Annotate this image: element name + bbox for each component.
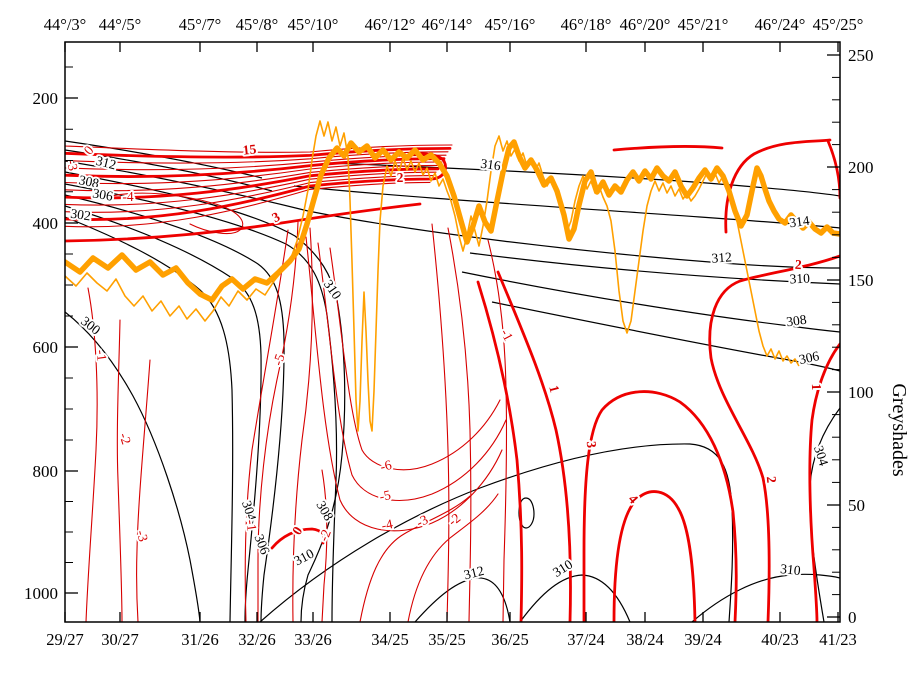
right-axis-label: 100 [848, 383, 874, 402]
right-axis-label: 250 [848, 46, 874, 65]
top-axis-label: 46°/18° [561, 15, 612, 34]
bottom-axis-label: 39/24 [684, 630, 722, 649]
top-axis-label: 45°/10° [288, 15, 339, 34]
black-contour-label: 306 [798, 348, 821, 367]
bottom-axis-label: 30/27 [101, 630, 139, 649]
left-axis-label: 1000 [24, 584, 58, 603]
red-contour-label: -2 [445, 510, 463, 529]
red-contour-label: -5 [378, 487, 392, 504]
black-contour-label: 316 [480, 156, 502, 174]
contour-field: 3123083063023003103163143123103083063043… [65, 120, 840, 622]
red-contour-label: -6 [379, 457, 394, 474]
red-contour-label: 2 [794, 257, 802, 272]
right-axis-label: 150 [848, 271, 874, 290]
red-contour-label: 1 [546, 384, 562, 395]
black-contour-label: 306 [92, 185, 115, 203]
orange-thin-line [65, 120, 800, 432]
black-contour-label: 312 [94, 153, 117, 172]
red-contour-label: 3 [269, 209, 282, 226]
red-contour-label: 0 [289, 524, 305, 538]
red-contour-label: -4 [122, 189, 133, 204]
top-axis-label: 45°/7° [179, 15, 222, 34]
red-contours [65, 138, 840, 622]
contour-labels: 3123083063023003103163143123103083063043… [65, 139, 834, 584]
bottom-axis-label: 33/26 [294, 630, 332, 649]
red-contour-label: 1 [809, 383, 824, 391]
red-contour-label: -2 [316, 527, 334, 543]
black-contour-label: 308 [785, 312, 807, 330]
black-contour-label: 308 [77, 172, 100, 191]
top-axis-label: 45°/21° [678, 15, 729, 34]
plot-frame [64, 41, 841, 623]
red-contour-label: -4 [380, 516, 394, 533]
orange-thick-line [65, 139, 840, 303]
top-axis-label: 46°/14° [422, 15, 473, 34]
top-axis-label: 44°/5° [99, 15, 142, 34]
top-axis-label: 46°/12° [365, 15, 416, 34]
red-contour-label: -5 [270, 352, 288, 368]
black-contour-label: 300 [78, 313, 103, 337]
black-contour-label: 310 [780, 561, 802, 578]
bottom-axis-label: 34/25 [371, 630, 409, 649]
top-axis-label: 46°/20° [620, 15, 671, 34]
left-axis-label: 400 [33, 214, 59, 233]
left-axis-label: 600 [33, 338, 59, 357]
red-contour-label: -1 [93, 349, 109, 362]
bottom-axis-label: 31/26 [181, 630, 219, 649]
black-contour-label: 304 [811, 444, 832, 468]
black-contour-label: 308 [313, 498, 336, 523]
black-contour-label: 302 [70, 206, 92, 224]
red-contour-label: 3 [584, 441, 600, 449]
top-axis-label: 46°/24° [755, 15, 806, 34]
left-axis-label: 800 [33, 462, 59, 481]
red-contour-label: 2 [764, 476, 780, 484]
bottom-axis-label: 36/25 [491, 630, 529, 649]
bottom-axis-label: 37/24 [567, 630, 605, 649]
bottom-axis-label: 35/25 [428, 630, 466, 649]
bottom-axis-label: 38/24 [626, 630, 664, 649]
bottom-axis-label: 32/26 [238, 630, 276, 649]
red-contour-label: 15 [242, 141, 257, 157]
top-axis-label: 45°/8° [236, 15, 279, 34]
bottom-axis-label: 40/23 [761, 630, 799, 649]
top-axis-label: 45°/25° [813, 15, 864, 34]
axes: 44°/3° 29/27 44°/5° 30/27 45°/7° 31/26 45°/8° 3… [24, 15, 910, 649]
black-contour-label: 310 [789, 270, 810, 286]
right-axis-label: 50 [848, 496, 865, 515]
red-contour-label: 2 [397, 170, 404, 185]
right-axis-label: 200 [848, 158, 874, 177]
red-contour-label: -1 [243, 519, 259, 532]
right-axis-label: 0 [848, 608, 857, 627]
top-axis-label: 44°/3° [44, 15, 87, 34]
left-axis-label: 200 [33, 89, 59, 108]
right-axis-title: Greyshades [888, 383, 910, 477]
bottom-axis-label: 41/23 [819, 630, 857, 649]
black-contour-label: 312 [711, 249, 732, 265]
top-axis-label: 45°/16° [485, 15, 536, 34]
red-contour-label: -3 [134, 528, 151, 543]
black-contour-label: 314 [788, 213, 810, 231]
bottom-axis-label: 29/27 [46, 630, 84, 649]
red-contour-label: -1 [498, 326, 517, 343]
black-contour-label: 312 [462, 563, 485, 582]
black-contour-label: 310 [321, 277, 345, 302]
red-contour-label: -2 [116, 431, 134, 446]
